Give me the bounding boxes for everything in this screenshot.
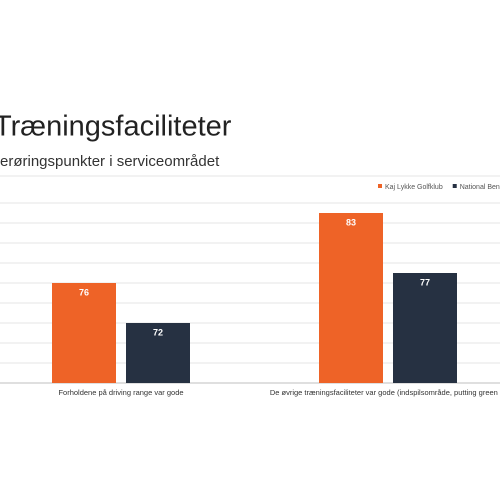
data-label: 83 xyxy=(346,217,356,227)
data-label: 77 xyxy=(420,277,430,287)
bar xyxy=(126,323,190,383)
x-tick-label: Forholdene på driving range var gode xyxy=(58,388,183,397)
x-tick-label: De øvrige træningsfaciliteter var gode (… xyxy=(270,388,500,397)
data-label: 76 xyxy=(79,287,89,297)
legend-swatch xyxy=(378,184,382,188)
bar xyxy=(393,273,457,383)
chart-title: Træningsfaciliteter xyxy=(0,111,232,143)
legend-label: Kaj Lykke Golfklub xyxy=(385,184,443,191)
legend-swatch xyxy=(452,184,457,188)
data-label: 72 xyxy=(153,327,163,337)
bar xyxy=(52,283,116,383)
bar xyxy=(319,213,383,383)
legend-label: National Benc xyxy=(460,184,500,191)
chart-subtitle: erøringspunkter i serviceområdet xyxy=(0,153,220,170)
